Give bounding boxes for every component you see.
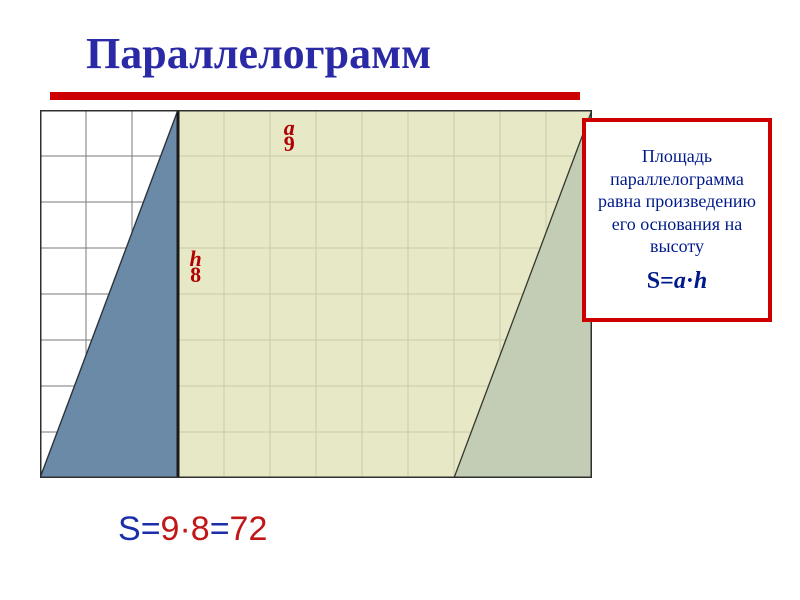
theorem-formula: S=a·h [590, 268, 764, 295]
theorem-text: Площадь параллелограмма равна произведен… [590, 145, 764, 258]
label-a: a9 [284, 117, 295, 155]
theorem-box: Площадь параллелограмма равна произведен… [582, 118, 772, 322]
result-formula: S=9·8=72 [118, 510, 267, 549]
diagram-svg [40, 110, 592, 478]
geometry-diagram: a9 h8 [40, 110, 592, 478]
title-underline [50, 92, 580, 100]
page-title: Параллелограмм [86, 28, 431, 79]
slide: { "title": { "text": "Параллелограмм", "… [0, 0, 800, 600]
label-h: h8 [190, 248, 202, 286]
